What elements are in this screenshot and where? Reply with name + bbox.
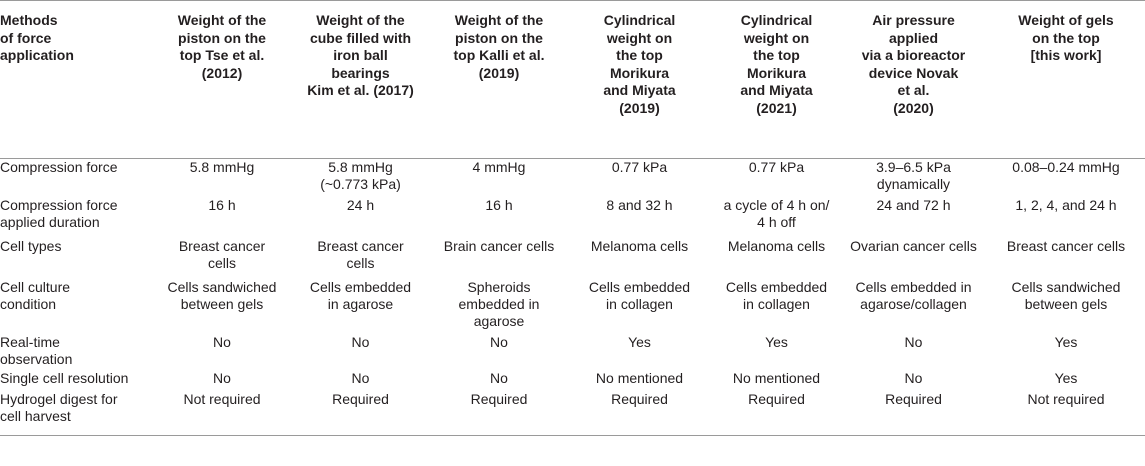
header-row: Methods of force application Weight of t… bbox=[0, 0, 1145, 159]
table-cell: 3.9–6.5 kPa dynamically bbox=[876, 159, 951, 192]
table-cell: Cells embedded in agarose bbox=[309, 278, 412, 312]
table-row: Hydrogel digest for cell harvest Not req… bbox=[0, 390, 1145, 436]
table-cell: 5.8 mmHg bbox=[189, 159, 255, 175]
table-cell: Breast cancer cells bbox=[1006, 237, 1126, 254]
table-cell: 5.8 mmHg (~0.773 kPa) bbox=[320, 159, 401, 192]
row-label: Cell types bbox=[0, 237, 62, 254]
header-cell: Cylindrical weight on the top Morikura a… bbox=[566, 0, 713, 159]
table-cell: 16 h bbox=[485, 196, 513, 213]
table-cell: Breast cancer cells bbox=[178, 237, 266, 271]
table-cell: 24 h bbox=[346, 196, 375, 213]
table-cell: Breast cancer cells bbox=[317, 237, 404, 271]
row-label: Cell culture condition bbox=[0, 278, 71, 312]
table-cell: Required bbox=[432, 390, 566, 436]
table-cell: Brain cancer cells bbox=[443, 237, 555, 254]
table-cell: 0.77 kPa bbox=[748, 159, 805, 175]
table-cell: No bbox=[490, 333, 508, 350]
table-cell: Melanoma cells bbox=[727, 237, 826, 254]
table-cell: Ovarian cancer cells bbox=[850, 237, 977, 254]
table-row: Compression force applied duration 16 h … bbox=[0, 197, 1145, 238]
table-row: Cell types Breast cancer cells Breast ca… bbox=[0, 238, 1145, 279]
table-cell: No bbox=[351, 333, 370, 350]
table-row: Real-time observation No No No Yes Yes N… bbox=[0, 334, 1145, 370]
table-cell: Not required bbox=[987, 390, 1145, 436]
row-label: Real-time observation bbox=[0, 333, 73, 367]
table-cell: Yes bbox=[765, 333, 788, 350]
row-label: Single cell resolution bbox=[0, 369, 129, 386]
table-cell: No bbox=[213, 333, 231, 350]
table-cell: Required bbox=[566, 390, 713, 436]
row-label: Compression force bbox=[0, 159, 118, 175]
table-cell: Not required bbox=[155, 390, 289, 436]
table-cell: No bbox=[351, 369, 370, 386]
table-row: Single cell resolution No No No No menti… bbox=[0, 370, 1145, 391]
table-cell: No mentioned bbox=[595, 369, 684, 386]
header-cell: Air pressure applied via a bioreactor de… bbox=[840, 0, 987, 159]
header-cell: Weight of the piston on the top Kalli et… bbox=[432, 0, 566, 159]
table-cell: Cells embedded in agarose/collagen bbox=[855, 278, 972, 312]
header-cell: Weight of the cube filled with iron ball… bbox=[289, 0, 432, 159]
table-cell: No bbox=[904, 333, 923, 350]
table-cell: Required bbox=[840, 390, 987, 436]
table-cell: Cells embedded in collagen bbox=[588, 278, 691, 312]
table-cell: No mentioned bbox=[732, 369, 821, 386]
table-cell: Melanoma cells bbox=[590, 237, 689, 254]
table-cell: 4 mmHg bbox=[472, 159, 526, 175]
header-cell: Weight of gels on the top [this work] bbox=[987, 0, 1145, 159]
table-cell: 0.77 kPa bbox=[611, 159, 668, 175]
table-row: Compression force 5.8 mmHg 5.8 mmHg (~0.… bbox=[0, 159, 1145, 197]
table-cell: 8 and 32 h bbox=[606, 196, 673, 213]
table-cell: No bbox=[213, 369, 231, 386]
table-cell: 16 h bbox=[208, 196, 236, 213]
table-cell: Cells sandwiched between gels bbox=[1011, 278, 1121, 312]
table-cell: Yes bbox=[1054, 333, 1078, 350]
table-cell: 24 and 72 h bbox=[876, 196, 951, 213]
table-cell: Spheroids embedded in agarose bbox=[458, 278, 540, 329]
header-cell: Weight of the piston on the top Tse et a… bbox=[155, 0, 289, 159]
table-cell: Yes bbox=[628, 333, 651, 350]
comparison-table: Methods of force application Weight of t… bbox=[0, 0, 1145, 436]
table-cell: Cells embedded in collagen bbox=[725, 278, 828, 312]
table-cell: No bbox=[490, 369, 508, 386]
row-label: Compression force applied duration bbox=[0, 196, 118, 230]
table-cell: No bbox=[904, 369, 923, 386]
header-cell: Cylindrical weight on the top Morikura a… bbox=[713, 0, 840, 159]
table-cell: 1, 2, 4, and 24 h bbox=[1015, 196, 1117, 213]
table-cell: a cycle of 4 h on/ 4 h off bbox=[723, 196, 830, 230]
row-label: Hydrogel digest for cell harvest bbox=[0, 390, 155, 436]
table-cell: 0.08–0.24 mmHg bbox=[1012, 159, 1120, 175]
table-row: Cell culture condition Cells sandwiched … bbox=[0, 279, 1145, 334]
table-cell: Yes bbox=[1054, 369, 1078, 386]
table-cell: Required bbox=[713, 390, 840, 436]
header-cell: Methods of force application bbox=[0, 0, 155, 159]
table-cell: Cells sandwiched between gels bbox=[167, 278, 277, 312]
table-cell: Required bbox=[289, 390, 432, 436]
